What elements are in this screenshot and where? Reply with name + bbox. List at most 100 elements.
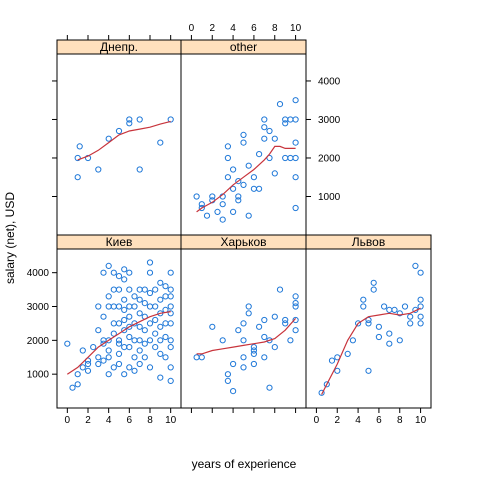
data-point (141, 340, 148, 347)
data-point (90, 344, 97, 351)
data-point (282, 154, 289, 162)
x-tick-label: 4 (106, 415, 112, 426)
data-point (203, 212, 211, 219)
data-point (193, 193, 200, 200)
data-point (157, 374, 164, 381)
data-point (256, 323, 263, 330)
data-point (417, 320, 424, 327)
data-point (256, 151, 263, 158)
data-point (167, 116, 174, 123)
data-point (240, 139, 247, 146)
data-point (250, 174, 257, 181)
data-point (131, 367, 138, 374)
data-point (131, 354, 138, 361)
data-point (105, 262, 112, 269)
data-point (84, 154, 92, 162)
data-point (115, 320, 123, 327)
data-point (287, 337, 294, 344)
data-point (386, 306, 393, 313)
data-point (224, 174, 231, 181)
data-point (417, 313, 424, 320)
data-point (131, 337, 138, 344)
data-point (162, 333, 169, 341)
y-tick-label: 1000 (318, 192, 341, 203)
data-point (157, 296, 164, 303)
data-point (391, 306, 398, 313)
x-tick-label: 4 (230, 23, 236, 34)
data-point (261, 333, 268, 341)
data-point (152, 303, 159, 310)
data-point (110, 303, 117, 310)
data-point (271, 344, 278, 351)
data-point (271, 313, 278, 320)
data-point (266, 384, 273, 391)
panel-1: Днепр. (56, 39, 182, 236)
data-point (115, 360, 123, 368)
smooth-line (196, 145, 296, 213)
data-point (152, 330, 159, 337)
data-point (157, 139, 164, 146)
data-point (365, 367, 372, 374)
data-point (121, 327, 128, 334)
data-point (100, 269, 107, 276)
data-point (115, 303, 123, 310)
data-point (287, 116, 294, 123)
data-point (110, 364, 117, 371)
data-point (167, 303, 174, 310)
data-point (292, 116, 299, 123)
data-point (417, 296, 424, 303)
panel-strip-label: other (230, 40, 257, 54)
data-point (396, 310, 403, 317)
data-point (110, 286, 117, 293)
x-tick-label: 4 (355, 415, 361, 426)
data-point (266, 154, 273, 162)
data-point (235, 193, 242, 200)
data-point (105, 347, 112, 354)
data-point (126, 344, 133, 351)
data-point (224, 143, 231, 150)
data-point (121, 266, 128, 273)
x-tick-label: 2 (209, 23, 215, 34)
data-point (105, 354, 112, 361)
data-point (100, 313, 107, 320)
data-point (292, 154, 299, 162)
data-point (131, 303, 138, 310)
data-point (235, 327, 242, 334)
panel-strip-label: Днепр. (100, 40, 138, 54)
data-point (271, 135, 278, 142)
data-point (328, 357, 336, 364)
data-point (360, 296, 367, 303)
data-point (245, 162, 252, 169)
data-point (219, 216, 226, 223)
data-point (219, 337, 226, 344)
data-point (105, 303, 112, 310)
data-point (126, 286, 133, 293)
data-point (74, 371, 81, 378)
y-tick-label: 4000 (318, 76, 341, 87)
data-point (355, 320, 362, 327)
data-point (146, 364, 154, 371)
data-point (84, 367, 92, 374)
panel-strip-label: Львов (352, 235, 385, 249)
data-point (250, 350, 257, 357)
panel-strip-label: Харьков (220, 235, 266, 249)
data-point (131, 293, 138, 300)
data-point (375, 323, 382, 330)
data-point (240, 181, 247, 188)
data-point (136, 286, 143, 293)
data-point (230, 388, 237, 395)
data-point (141, 300, 148, 307)
data-point (121, 344, 128, 351)
panel-strip-label: Киев (106, 235, 133, 249)
y-axis-label: salary (net), USD (3, 192, 17, 284)
data-point (136, 296, 143, 303)
data-point (167, 337, 174, 344)
data-point (167, 320, 174, 327)
smooth-line (321, 307, 421, 395)
data-point (167, 344, 174, 351)
x-tick-label: 10 (290, 23, 302, 34)
y-tick-label: 3000 (318, 115, 341, 126)
data-point (126, 303, 133, 310)
